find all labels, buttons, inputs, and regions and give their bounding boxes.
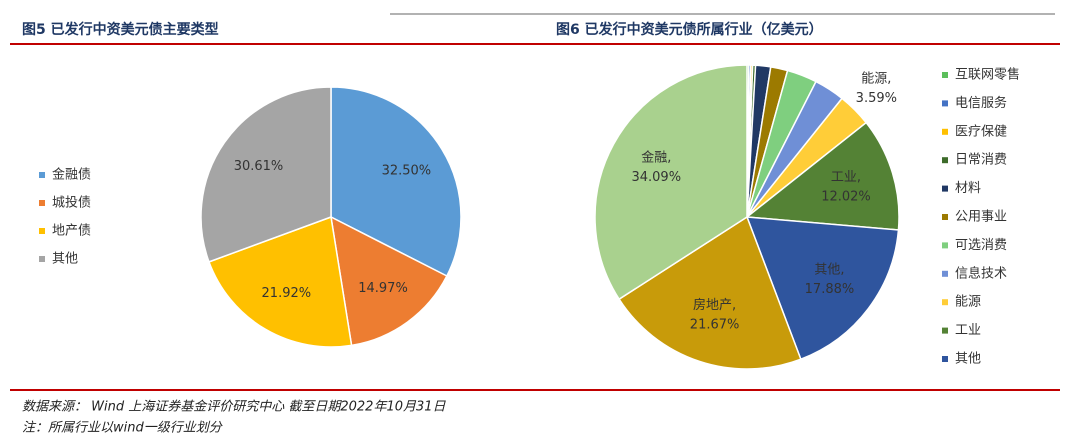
legend-swatch [942,128,948,135]
label-separator: , [887,71,891,86]
legend-label: 其他 [955,352,981,367]
legend-swatch [39,256,45,262]
pie-slice [200,86,332,263]
slice-name: 工业 [831,170,857,185]
slice-name: 其他 [814,262,840,277]
slice-name: 金融 [641,149,667,165]
legend-swatch [942,299,948,306]
legend-swatch [942,327,948,334]
pie-slice [745,121,900,231]
slice-value-label: 34.09% [631,170,681,185]
legend-label: 互联网零售 [955,67,1020,83]
legend-label: 电信服务 [955,95,1007,111]
legend-swatch [39,172,45,178]
slice-label: 能源, [861,71,891,86]
slice-value-label: 30.61% [234,159,284,174]
slice-name: 房地产 [693,297,732,313]
legend-swatch [942,185,948,192]
slice-label: 金融, [641,149,671,165]
slice-value-label: 3.59% [856,91,897,106]
label-separator: , [840,262,844,277]
legend-label: 日常消费 [955,153,1007,168]
legend-label: 可选消费 [955,238,1007,253]
label-separator: , [667,150,671,165]
legend-swatch [39,200,45,206]
slice-value-label: 21.67% [690,318,740,333]
slice-label: 工业, [831,170,861,185]
legend-label: 房地产 [955,379,994,395]
slice-value-label: 12.02% [821,190,871,205]
legend-label: 其他 [52,252,78,267]
legend-label: 城投债 [52,195,91,211]
legend-swatch [942,100,948,107]
legend-swatch [942,214,948,220]
legend-swatch [942,356,948,362]
legend-label: 公用事业 [955,210,1007,225]
legend-swatch [39,228,45,234]
legend-label: 金融债 [52,167,91,183]
legend-label: 金融 [955,407,981,423]
legend-area: 互联网零售电信服务医疗保健日常消费材料公用事业可选消费信息技术能源工业其他房地产… [942,67,1020,423]
legend-label: 工业 [955,323,981,338]
pie-slice [330,86,462,278]
legend-label: 医疗保健 [955,124,1007,139]
slice-label: 其他, [814,262,844,277]
legend-label: 信息技术 [955,265,1007,281]
pie-slice [594,64,748,301]
footnote: 注：所属行业以wind一级行业划分 [22,421,223,436]
slice-value-label: 14.97% [358,281,408,296]
legend-swatch [942,270,948,277]
pie-slice [330,215,448,347]
legend-label: 地产债 [52,224,91,239]
label-separator: , [732,298,736,313]
slice-value-label: 32.50% [382,163,432,178]
legend-swatch [942,413,948,419]
slice-label: 房地产, [693,297,736,313]
legend-label: 材料 [955,181,981,196]
chart-title: 图5 已发行中资美元债主要类型 [22,21,219,38]
label-separator: , [857,170,861,185]
source-note: 数据来源： Wind 上海证券基金评价研究中心 截至日期2022年10月31日 [22,399,447,415]
pie-slice [618,215,802,370]
legend-swatch [942,72,948,78]
chart-title: 图6 已发行中资美元债所属行业（亿美元） [556,21,823,38]
legend-label: 能源 [955,295,981,310]
legend-swatch [942,242,948,249]
pie-slice [745,216,900,361]
slice-name: 能源 [861,71,887,86]
slice-value-label: 17.88% [805,282,855,297]
legend-swatch [942,157,948,164]
slice-value-label: 21.92% [262,286,312,301]
